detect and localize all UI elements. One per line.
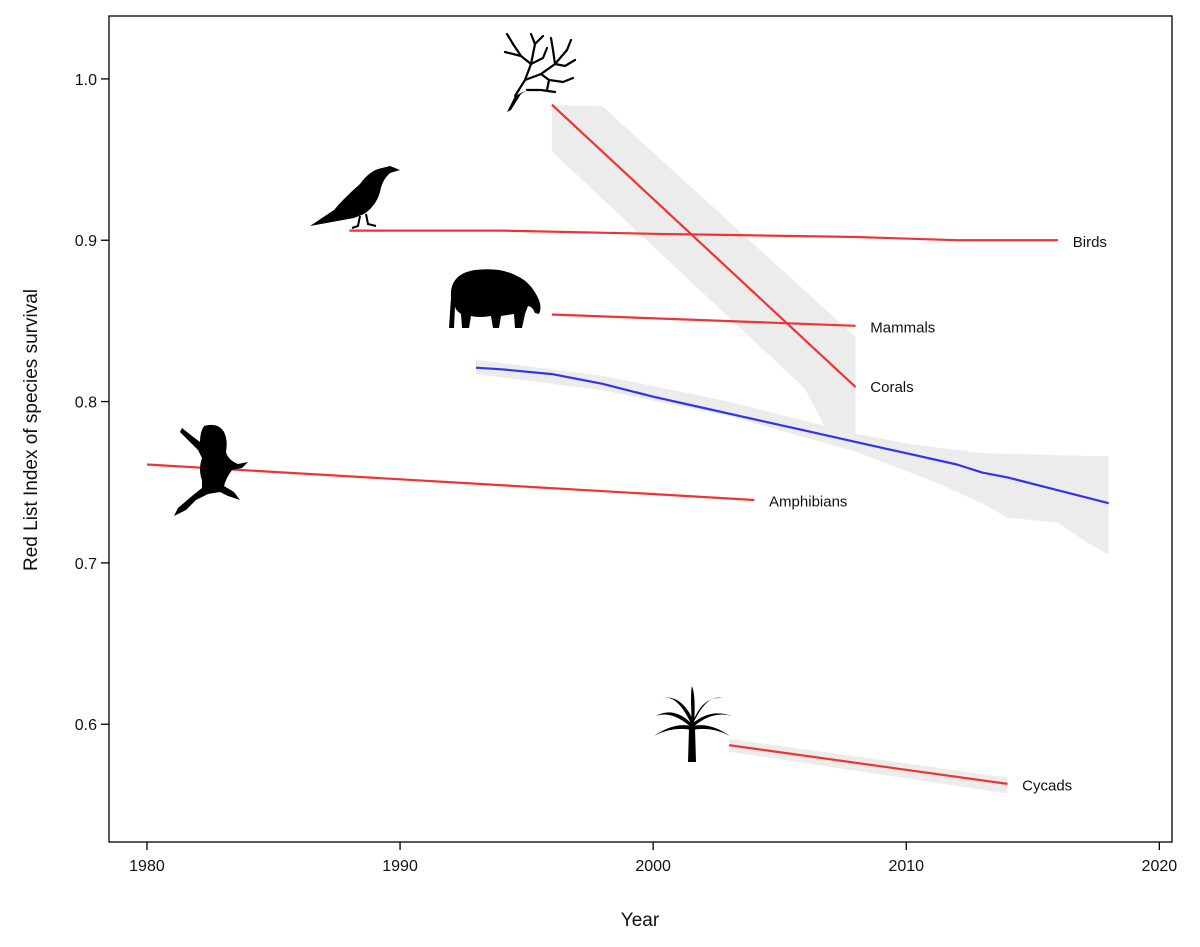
corals-label: Corals — [870, 379, 913, 396]
cycads-line — [728, 744, 1008, 785]
confidence-bands — [476, 104, 1109, 794]
corals-confidence-band — [551, 104, 856, 438]
x-tick-label: 2020 — [1142, 858, 1178, 875]
cycads-label: Cycads — [1022, 778, 1072, 795]
x-axis-title: Year — [621, 910, 660, 931]
amphibians-line — [146, 463, 755, 502]
frog-icon — [174, 424, 248, 516]
aggregate-confidence-band — [476, 359, 1109, 555]
cycads-confidence-band — [729, 738, 1008, 794]
x-tick-label: 1980 — [129, 858, 165, 875]
x-tick-label: 2000 — [635, 858, 671, 875]
amphibians-label: Amphibians — [769, 494, 847, 511]
mammals-line — [551, 313, 856, 327]
series-lines — [146, 103, 1109, 785]
tapir-icon — [449, 269, 541, 328]
plot-frame — [108, 15, 1173, 843]
axis-ticks — [101, 78, 1160, 850]
y-tick-label: 0.6 — [75, 717, 97, 734]
y-tick-label: 0.8 — [75, 395, 97, 412]
y-tick-label: 0.7 — [75, 556, 97, 573]
birds-line — [349, 229, 1059, 242]
corals-line — [551, 103, 857, 388]
x-tick-label: 2010 — [888, 858, 924, 875]
aggregate-line — [475, 366, 1109, 505]
y-tick-label: 1.0 — [75, 72, 97, 89]
x-tick-label: 1990 — [382, 858, 418, 875]
coral-icon — [503, 32, 577, 112]
y-axis-title: Red List Index of species survival — [21, 289, 42, 571]
series-labels: Corals Birds Mammals Amphibians Cycads — [769, 234, 1107, 795]
bird-icon — [310, 166, 400, 229]
axis-tick-labels: 1980 1990 2000 2010 2020 0.6 0.7 0.8 0.9 1.0 — [75, 72, 1177, 875]
y-tick-label: 0.9 — [75, 233, 97, 250]
birds-label: Birds — [1073, 234, 1107, 251]
palm-icon — [654, 686, 732, 762]
mammals-label: Mammals — [870, 319, 935, 336]
